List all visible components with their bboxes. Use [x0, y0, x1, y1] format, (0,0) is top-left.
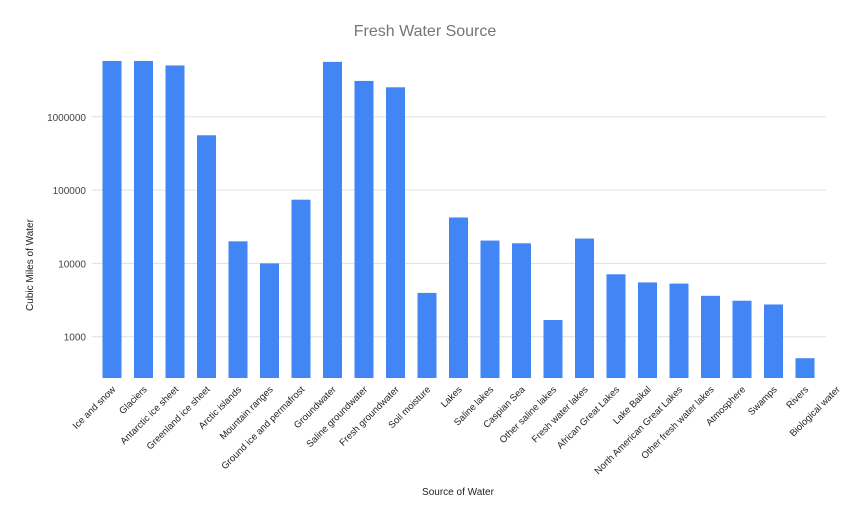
bar [480, 240, 500, 378]
x-tick-label: Lakes [439, 384, 465, 410]
bar [701, 295, 720, 378]
bar [354, 80, 374, 379]
bar [291, 199, 311, 378]
y-tick-label: 1000 [64, 333, 87, 344]
bar [102, 60, 122, 379]
bar [386, 87, 405, 378]
x-tick-label: Antarctic ice sheet [118, 384, 181, 447]
bar [165, 65, 185, 378]
x-tick-label: Rivers [784, 384, 811, 411]
bar [323, 61, 342, 379]
y-tick-label: 10000 [58, 259, 86, 270]
bar [732, 300, 752, 378]
bar [575, 238, 594, 378]
bar [260, 263, 279, 378]
x-tick-label: Ice and snow [71, 384, 118, 431]
bar [606, 274, 626, 378]
y-tick-label: 1000000 [47, 113, 86, 124]
bar [669, 283, 689, 378]
bar [228, 241, 248, 378]
chart-title: Fresh Water Source [354, 23, 497, 40]
x-axis-label: Source of Water [422, 487, 495, 498]
bar [134, 60, 153, 379]
y-axis-label: Cubic Miles of Water [25, 218, 36, 311]
x-tick-label: Fresh water lakes [530, 384, 591, 445]
bar [512, 243, 531, 378]
bar [543, 319, 563, 378]
bar [449, 217, 468, 378]
bar [638, 282, 657, 378]
x-tick-label: Swamps [746, 384, 780, 418]
bar [795, 358, 815, 378]
y-tick-label: 100000 [53, 186, 87, 197]
bar [197, 135, 216, 378]
bar [417, 292, 437, 378]
x-tick-label: Other saline lakes [498, 384, 560, 446]
bar [764, 304, 783, 378]
